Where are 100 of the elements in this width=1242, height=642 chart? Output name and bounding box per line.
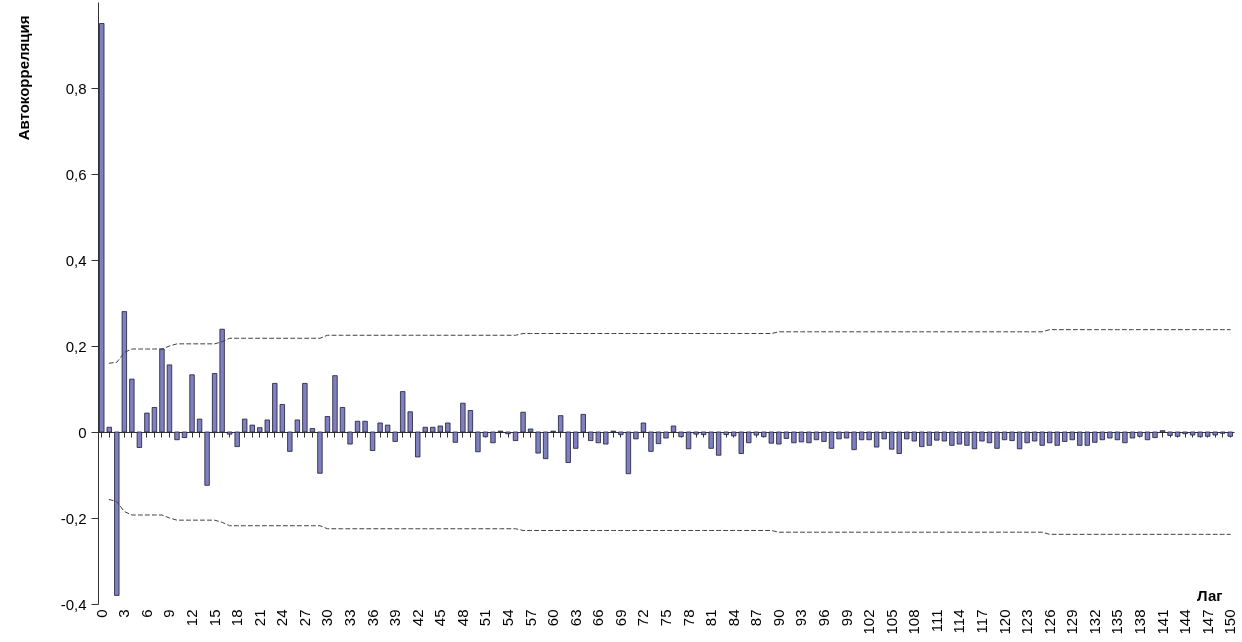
x-tick-label: 27 [295,609,313,627]
x-tick-label: 9 [160,609,178,618]
x-tick-label: 87 [747,609,765,627]
bar [655,431,662,445]
x-tick-label: 84 [724,609,742,627]
x-tick-label: 57 [521,609,539,627]
x-tick-label: 66 [589,609,607,627]
bar [1016,431,1023,450]
x-tick-label: 129 [1063,609,1081,635]
bar [204,431,210,486]
bar [994,431,1000,449]
bar [189,374,195,433]
x-tick-label: 114 [950,609,968,634]
x-tick-label: 63 [566,609,584,627]
x-tick-label: 120 [995,609,1013,635]
y-axis-title: Автокорреляция [14,15,32,141]
y-tick-label: 0,8 [65,79,87,97]
bar [821,431,827,442]
bar [798,431,805,443]
x-tick-label: 81 [702,609,720,627]
x-tick-label: 15 [205,609,223,627]
bar [648,431,654,452]
bar [979,431,985,442]
x-tick-label: 150 [1221,609,1239,635]
bar [791,431,797,444]
x-tick-label: 0 [92,609,110,618]
bar [302,383,308,433]
x-tick-label: 42 [408,609,426,627]
x-tick-label: 144 [1176,609,1194,635]
x-tick-label: 105 [882,609,900,635]
x-tick-label: 45 [431,609,449,627]
bar [535,431,541,454]
x-tick-label: 138 [1130,609,1148,635]
x-tick-label: 147 [1198,609,1216,635]
y-tick-label: 0,2 [65,337,87,355]
y-tick-label: 0 [78,423,87,441]
bar [490,431,496,444]
x-tick-label: 3 [115,609,133,618]
bar [851,431,857,451]
bar [527,428,534,433]
y-tick-label: -0,4 [60,595,87,613]
x-tick-label: 33 [341,609,359,627]
x-tick-label: 96 [814,609,832,627]
x-tick-label: 75 [657,609,674,627]
x-tick-label: 90 [769,609,787,627]
bar [309,428,316,433]
bar [685,431,692,450]
bar [324,416,331,433]
bar [806,431,812,444]
y-tick-label: -0,2 [60,509,87,527]
bar [196,418,203,433]
y-tick-label: 0,4 [65,251,87,269]
x-tick-label: 78 [679,609,697,627]
x-tick-label: 69 [611,609,629,627]
x-axis-title: Лаг [1197,586,1223,604]
x-tick-label: 54 [499,609,517,627]
x-tick-label: 12 [183,609,201,627]
bar [166,364,173,433]
x-tick-label: 126 [1040,609,1058,635]
x-tick-label: 93 [792,609,810,627]
y-tick-label: 0,6 [65,165,87,183]
line-series [108,329,1231,364]
x-tick-label: 24 [273,609,291,627]
x-tick-label: 51 [476,609,494,627]
bar [828,431,835,449]
bar [520,411,526,433]
x-tick-label: 30 [318,609,336,627]
x-tick-label: 60 [544,609,562,627]
x-tick-label: 108 [905,609,923,635]
x-tick-label: 36 [363,609,381,627]
x-tick-label: 111 [927,609,945,633]
x-tick-label: 6 [137,609,155,618]
x-tick-label: 135 [1108,609,1126,635]
x-tick-label: 21 [250,609,268,627]
bar [159,348,165,433]
bar [1024,431,1030,444]
bar [354,420,361,433]
line-series [108,499,1231,535]
x-tick-label: 132 [1085,609,1103,635]
bar [640,422,647,433]
x-tick-label: 99 [837,609,855,627]
x-tick-label: 39 [386,609,404,627]
x-tick-label: 72 [634,609,652,627]
bar [670,425,677,433]
bar [317,431,323,474]
bar [339,407,346,433]
bar [964,431,970,446]
x-tick-label: 18 [228,609,246,627]
x-tick-label: 123 [1018,609,1036,635]
bar [151,407,158,433]
bar [475,431,481,453]
bar [144,412,150,433]
x-tick-label: 141 [1153,609,1171,635]
x-tick-label: 48 [453,609,471,627]
bar [1122,431,1128,444]
bar [347,431,353,445]
bar [362,420,368,433]
x-tick-label: 117 [972,609,990,634]
bar [971,431,978,450]
bar [332,375,338,433]
